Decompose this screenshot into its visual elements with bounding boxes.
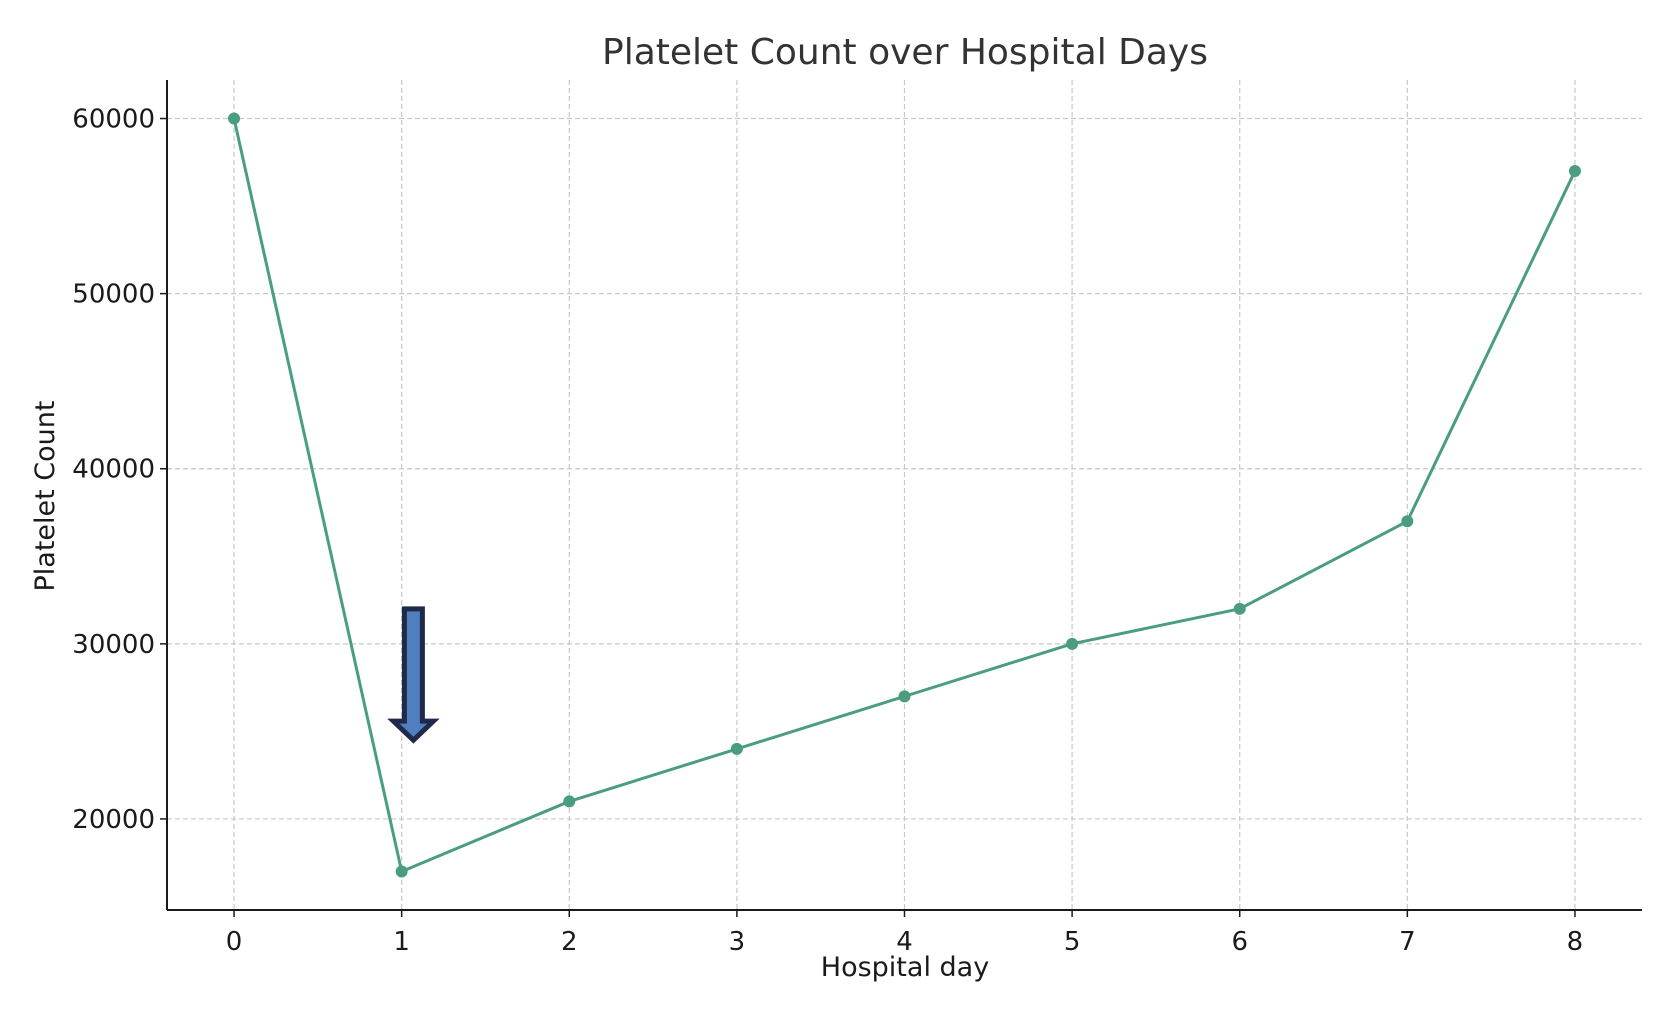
down-arrow-annotation xyxy=(387,606,440,744)
data-point xyxy=(395,865,408,878)
tick-labels: 0 1 2 3 4 5 6 7 8 20000 30000 40000 50000 60000 xyxy=(72,105,1583,957)
y-tick-label: 20000 xyxy=(72,805,155,835)
series-line xyxy=(232,118,1577,873)
y-tick-label: 60000 xyxy=(72,105,155,135)
data-point xyxy=(898,690,911,703)
x-axis-label: Hospital day xyxy=(821,952,989,983)
data-point xyxy=(1401,515,1414,528)
data-series xyxy=(228,112,1581,878)
data-point xyxy=(1066,637,1079,650)
data-point xyxy=(563,795,576,808)
data-point xyxy=(1233,602,1246,615)
y-tick-label: 30000 xyxy=(72,630,155,660)
x-tick-label: 6 xyxy=(1231,927,1248,957)
chart-title: Platelet Count over Hospital Days xyxy=(602,32,1208,73)
y-tick-label: 40000 xyxy=(72,455,155,485)
y-axis-label: Platelet Count xyxy=(30,401,61,592)
y-tick-label: 50000 xyxy=(72,280,155,310)
data-point xyxy=(1568,165,1581,178)
x-tick-label: 0 xyxy=(226,927,243,957)
x-tick-label: 2 xyxy=(561,927,578,957)
x-tick-label: 5 xyxy=(1064,927,1081,957)
data-point xyxy=(730,742,743,755)
x-tick-label: 3 xyxy=(729,927,746,957)
axes xyxy=(160,80,1642,917)
annotations xyxy=(387,606,440,744)
data-point xyxy=(228,112,241,125)
x-tick-label: 8 xyxy=(1567,927,1584,957)
x-tick-label: 1 xyxy=(393,927,410,957)
x-tick-label: 7 xyxy=(1399,927,1416,957)
x-tick-label: 4 xyxy=(896,927,913,957)
grid xyxy=(167,80,1642,910)
